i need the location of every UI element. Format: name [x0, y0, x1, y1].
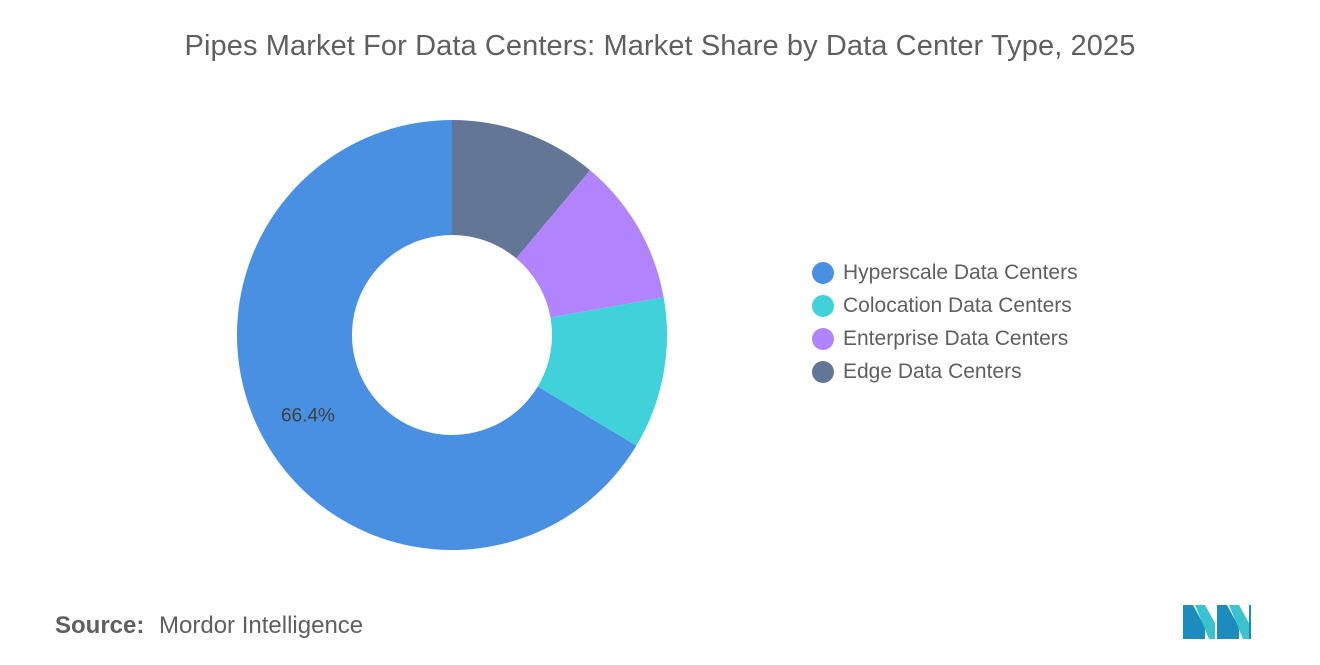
legend-swatch [812, 261, 834, 284]
chart-title: Pipes Market For Data Centers: Market Sh… [184, 30, 1136, 62]
source-label: Source: [55, 612, 145, 639]
legend-item-enterprise-data-centers: Enterprise Data Centers [812, 322, 1078, 355]
legend: Hyperscale Data Centers Colocation Data C… [812, 256, 1078, 388]
legend-swatch [812, 327, 834, 350]
legend-label: Enterprise Data Centers [843, 326, 1069, 350]
slice-edge-data-centers [452, 120, 591, 259]
donut-slices [236, 120, 668, 550]
mordor-intelligence-logo-icon [1183, 605, 1251, 639]
legend-swatch [812, 360, 834, 383]
legend-swatch [812, 294, 834, 317]
legend-label: Colocation Data Centers [843, 293, 1072, 317]
slice-enterprise-data-centers [516, 170, 664, 318]
legend-item-colocation-data-centers: Colocation Data Centers [812, 289, 1078, 322]
legend-label: Edge Data Centers [843, 359, 1022, 383]
data-label-hyperscale-data-centers: 66.4% [281, 406, 335, 427]
data-labels: 66.4% [281, 406, 335, 427]
source-value: Mordor Intelligence [159, 612, 364, 639]
legend-label: Hyperscale Data Centers [843, 260, 1078, 284]
legend-item-hyperscale-data-centers: Hyperscale Data Centers [812, 256, 1078, 289]
source-note: Source: Mordor Intelligence [55, 612, 363, 640]
legend-item-edge-data-centers: Edge Data Centers [812, 355, 1078, 388]
slice-colocation-data-centers [537, 297, 668, 446]
slice-hyperscale-data-centers [236, 120, 637, 550]
